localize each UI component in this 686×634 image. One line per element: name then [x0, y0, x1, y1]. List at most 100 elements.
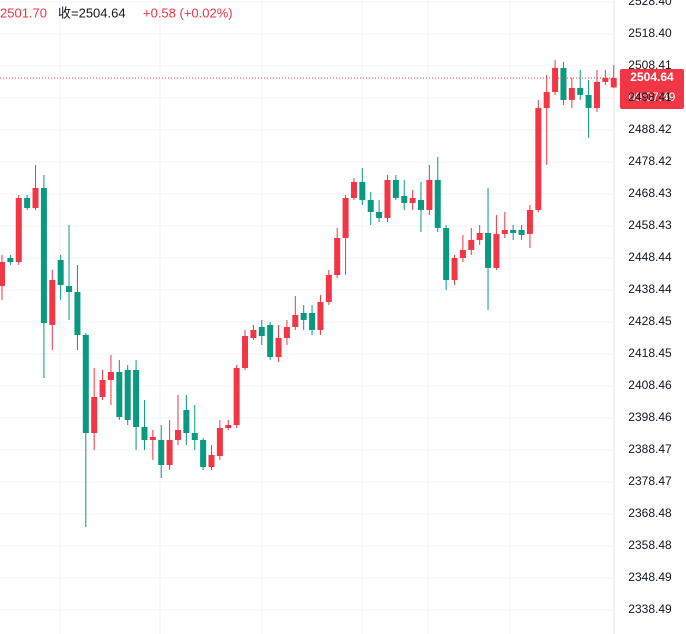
candle-body	[7, 257, 14, 262]
candle-body	[225, 425, 232, 428]
y-tick-label: 2518.40	[628, 26, 672, 40]
candle-body	[535, 107, 542, 210]
candle-body	[401, 195, 408, 203]
candle-body	[200, 439, 207, 468]
candle-body	[560, 67, 567, 100]
candle-body	[426, 179, 433, 210]
y-tick-label: 2428.45	[628, 314, 672, 328]
y-tick-label: 2478.42	[628, 154, 672, 168]
candle-body	[350, 181, 357, 198]
candle-body	[325, 274, 332, 302]
y-tick-label: 2388.47	[628, 442, 672, 456]
candle-body	[552, 67, 559, 92]
candle-body	[485, 232, 492, 268]
candle-body	[510, 229, 517, 233]
candle-body	[610, 78, 617, 88]
candle-body	[577, 87, 584, 95]
y-tick-label: 2468.43	[628, 186, 672, 200]
candle-body	[392, 179, 399, 198]
header-change: +0.58 (+0.02%)	[143, 5, 233, 20]
candle-body	[183, 409, 190, 434]
candle-body	[99, 379, 106, 397]
candles	[0, 59, 617, 528]
candle-body	[24, 197, 31, 208]
candle-body	[250, 329, 257, 338]
candle-body	[191, 433, 198, 440]
candle-body	[40, 187, 47, 323]
candle-body	[443, 227, 450, 280]
candle-body	[468, 239, 475, 250]
y-tick-label: 2448.44	[628, 250, 672, 264]
y-tick-label: 2438.44	[628, 282, 672, 296]
grid	[0, 0, 615, 634]
candle-body	[242, 335, 249, 368]
candle-body	[342, 197, 349, 238]
candle-body	[359, 181, 366, 200]
y-tick-label: 2498.41	[628, 90, 672, 104]
candle-body	[216, 427, 223, 456]
y-tick-label: 2358.48	[628, 538, 672, 552]
candle-body	[275, 337, 282, 357]
candle-body	[66, 285, 73, 292]
candle-body	[334, 237, 341, 275]
candle-body	[49, 279, 56, 325]
candle-body	[258, 326, 265, 336]
y-tick-label: 2378.47	[628, 474, 672, 488]
candle-body	[309, 312, 316, 330]
candle-body	[493, 233, 500, 268]
candle-body	[233, 367, 240, 426]
candle-body	[133, 369, 140, 427]
candle-body	[267, 324, 274, 357]
candle-body	[158, 439, 165, 465]
candle-body	[451, 257, 458, 280]
candle-body	[526, 209, 533, 234]
candle-body	[543, 91, 550, 108]
header-open: 2501.70	[0, 5, 47, 20]
candle-body	[283, 326, 290, 338]
candle-body	[57, 259, 64, 285]
candle-body	[476, 232, 483, 240]
candle-body	[409, 197, 416, 203]
candle-body	[418, 199, 424, 210]
y-tick-label: 2418.45	[628, 346, 672, 360]
candle-body	[593, 81, 600, 108]
candle-body	[292, 314, 299, 327]
candle-body	[141, 426, 148, 440]
candle-body	[15, 197, 22, 262]
candle-body	[208, 455, 215, 468]
candle-body	[602, 77, 609, 82]
countdown-label: 00:07:49	[629, 90, 676, 104]
candle-body	[174, 429, 181, 440]
last-price-box	[620, 69, 684, 110]
candle-body	[149, 437, 156, 440]
last-price-label: 2504.64	[630, 70, 674, 84]
candle-body	[459, 249, 466, 258]
candle-body	[116, 371, 123, 417]
candle-body	[82, 334, 89, 434]
candle-body	[317, 301, 324, 330]
candle-body	[74, 291, 81, 335]
y-tick-label: 2368.48	[628, 506, 672, 520]
header-close: 收=2504.64	[58, 5, 126, 20]
candle-body	[384, 179, 391, 218]
candle-body	[367, 199, 374, 212]
y-tick-label: 2458.43	[628, 218, 672, 232]
candle-body	[376, 211, 383, 218]
candle-body	[166, 439, 173, 465]
y-tick-label: 2508.41	[628, 58, 672, 72]
candle-body	[0, 261, 5, 286]
candle-body	[568, 87, 575, 100]
y-tick-label: 2408.46	[628, 378, 672, 392]
candle-body	[124, 369, 131, 421]
candle-body	[107, 371, 114, 380]
candle-body	[32, 187, 39, 208]
candle-body	[501, 229, 508, 234]
y-tick-label: 2398.46	[628, 410, 672, 424]
y-tick-label: 2528.40	[628, 0, 672, 8]
y-tick-label: 2348.49	[628, 570, 672, 584]
candle-body	[585, 94, 592, 108]
candle-body	[434, 179, 441, 228]
y-tick-label: 2488.42	[628, 122, 672, 136]
overlay: 2504.64 00:07:49	[0, 69, 684, 110]
